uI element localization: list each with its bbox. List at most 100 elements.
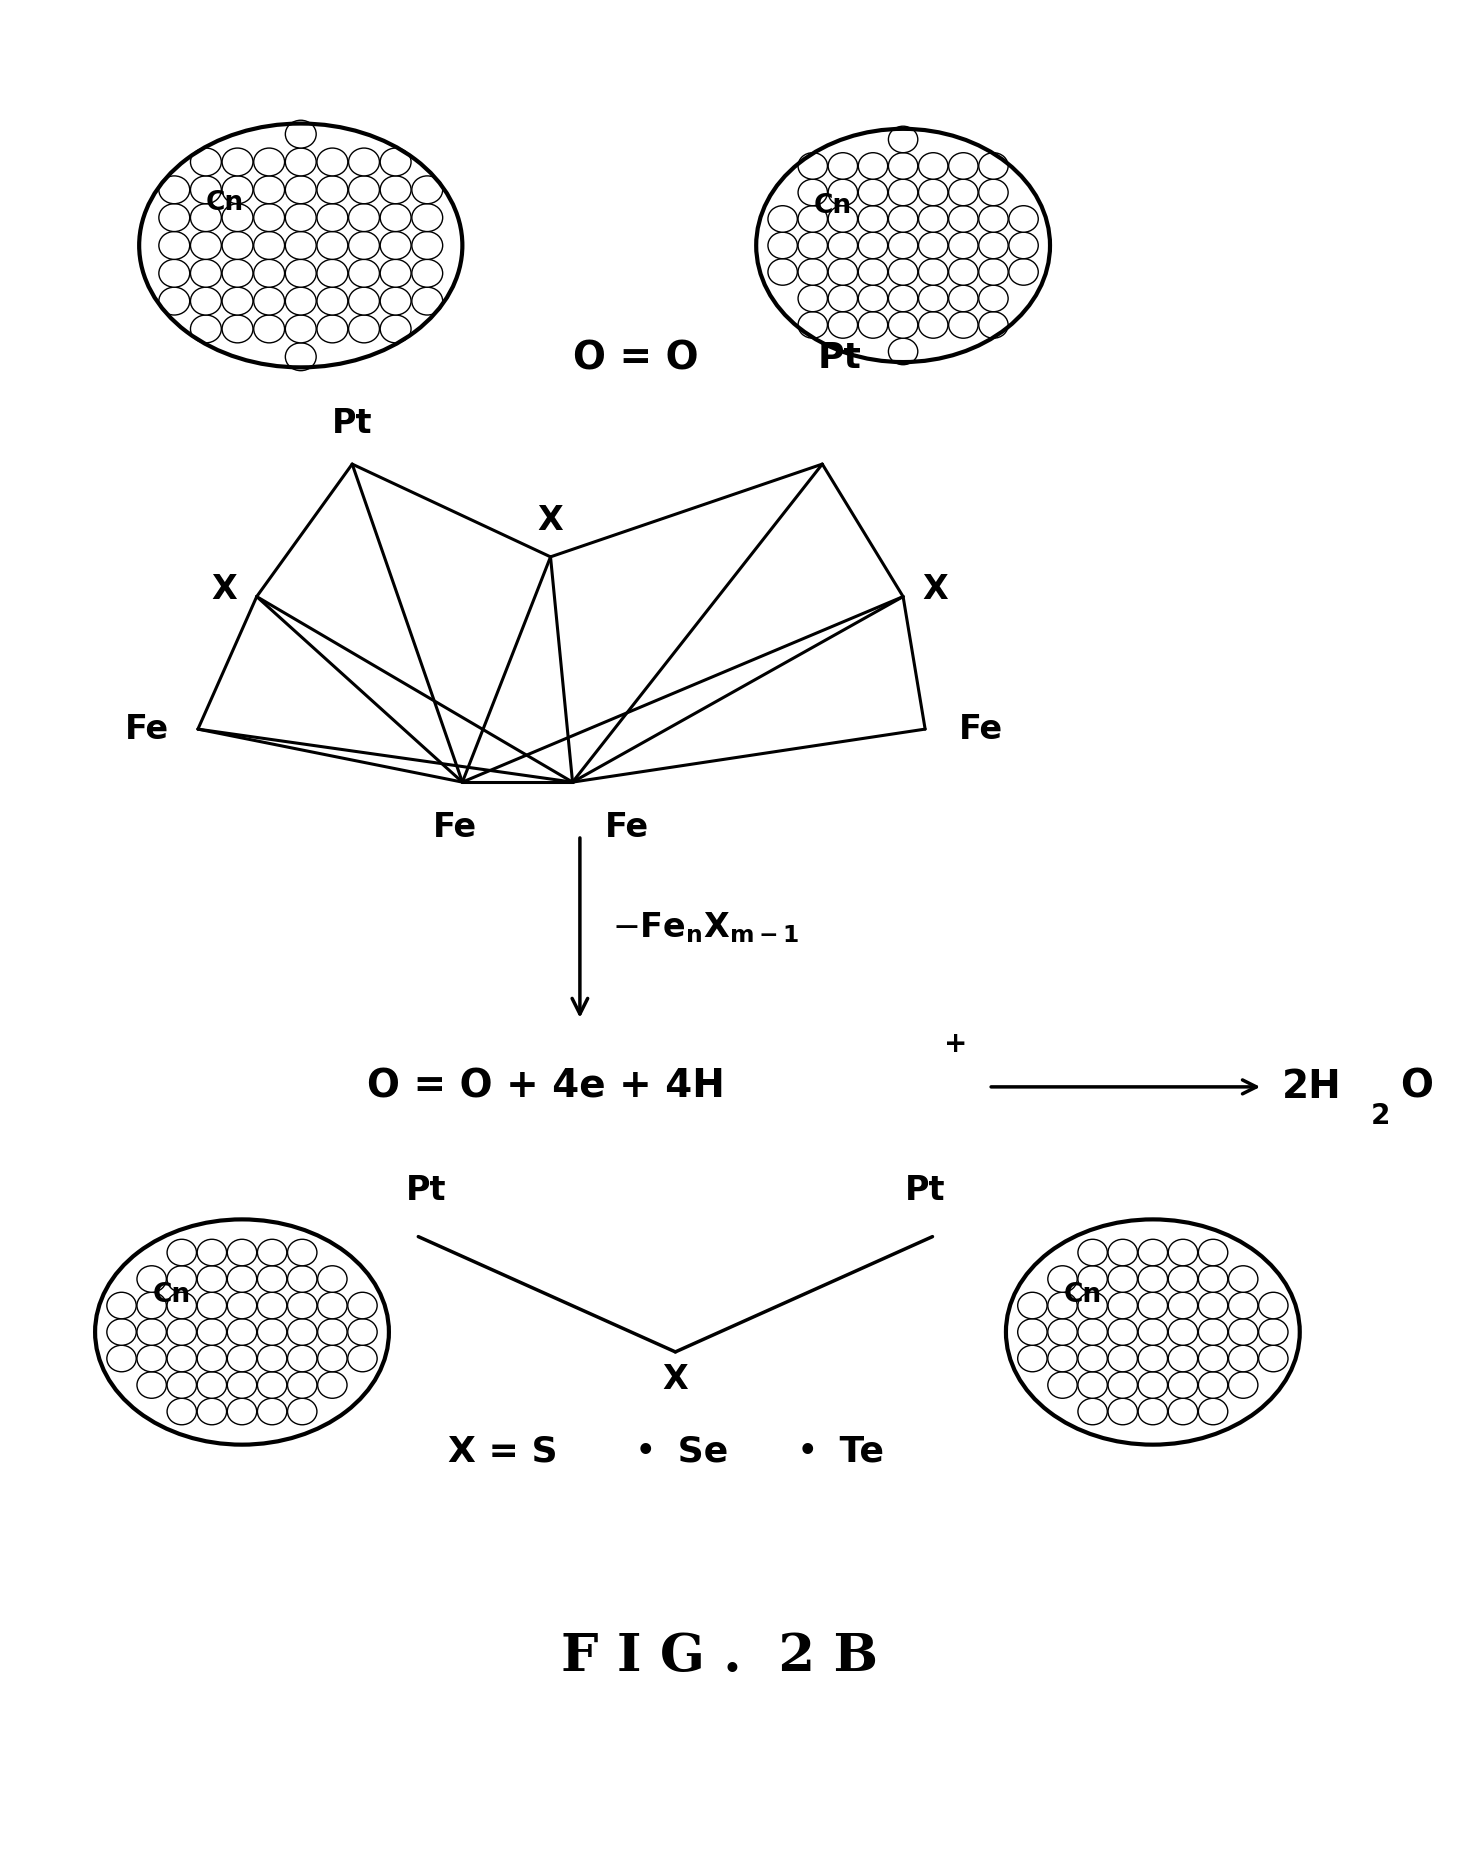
Circle shape xyxy=(168,1291,196,1320)
Circle shape xyxy=(197,1291,227,1320)
Circle shape xyxy=(1008,232,1038,258)
Circle shape xyxy=(190,232,221,260)
Circle shape xyxy=(1017,1291,1047,1320)
Text: 2H: 2H xyxy=(1283,1067,1342,1106)
Circle shape xyxy=(349,232,380,260)
Circle shape xyxy=(949,232,977,258)
Circle shape xyxy=(222,148,254,176)
Circle shape xyxy=(190,148,221,176)
Circle shape xyxy=(979,206,1008,232)
Circle shape xyxy=(1228,1346,1258,1372)
Circle shape xyxy=(258,1291,286,1320)
Circle shape xyxy=(1048,1372,1077,1398)
Circle shape xyxy=(317,260,349,288)
Circle shape xyxy=(136,1320,166,1346)
Text: Fe: Fe xyxy=(125,712,169,746)
Circle shape xyxy=(190,176,221,204)
Circle shape xyxy=(1078,1291,1108,1320)
Circle shape xyxy=(136,1291,166,1320)
Circle shape xyxy=(190,288,221,316)
Circle shape xyxy=(349,1320,377,1346)
Circle shape xyxy=(798,232,828,258)
Circle shape xyxy=(979,312,1008,338)
Circle shape xyxy=(1169,1320,1198,1346)
Circle shape xyxy=(349,288,380,316)
Circle shape xyxy=(1228,1265,1258,1291)
Circle shape xyxy=(918,179,948,206)
Circle shape xyxy=(1078,1265,1108,1291)
Circle shape xyxy=(222,260,254,288)
Circle shape xyxy=(1048,1320,1077,1346)
Circle shape xyxy=(1198,1291,1228,1320)
Circle shape xyxy=(859,153,888,179)
Text: Fe: Fe xyxy=(960,712,1003,746)
Circle shape xyxy=(828,206,857,232)
Circle shape xyxy=(1259,1291,1289,1320)
Circle shape xyxy=(254,232,285,260)
Circle shape xyxy=(412,204,443,232)
Circle shape xyxy=(159,176,190,204)
Circle shape xyxy=(258,1346,286,1372)
Text: Cn: Cn xyxy=(153,1282,190,1308)
Circle shape xyxy=(285,204,316,232)
Text: 2: 2 xyxy=(1370,1103,1390,1131)
Circle shape xyxy=(107,1346,136,1372)
Circle shape xyxy=(1137,1398,1167,1424)
Circle shape xyxy=(768,258,798,286)
Text: X: X xyxy=(663,1363,688,1396)
Text: O: O xyxy=(1400,1067,1433,1106)
Circle shape xyxy=(227,1372,257,1398)
Circle shape xyxy=(979,179,1008,206)
Text: $-\mathbf{Fe}_\mathbf{n}\mathbf{X}_{\mathbf{m-1}}$: $-\mathbf{Fe}_\mathbf{n}\mathbf{X}_{\mat… xyxy=(612,910,799,946)
Circle shape xyxy=(254,148,285,176)
Circle shape xyxy=(222,288,254,316)
Circle shape xyxy=(222,204,254,232)
Text: Pt: Pt xyxy=(405,1174,446,1207)
Circle shape xyxy=(1137,1372,1167,1398)
Circle shape xyxy=(107,1291,136,1320)
Circle shape xyxy=(1137,1291,1167,1320)
Circle shape xyxy=(798,179,828,206)
Circle shape xyxy=(317,1265,347,1291)
Text: X: X xyxy=(922,574,948,606)
Circle shape xyxy=(317,176,349,204)
Circle shape xyxy=(918,232,948,258)
Circle shape xyxy=(888,153,918,179)
Circle shape xyxy=(412,232,443,260)
Circle shape xyxy=(190,316,221,342)
Circle shape xyxy=(1137,1265,1167,1291)
Circle shape xyxy=(190,260,221,288)
Circle shape xyxy=(197,1320,227,1346)
Circle shape xyxy=(254,260,285,288)
Circle shape xyxy=(979,153,1008,179)
Circle shape xyxy=(1169,1265,1198,1291)
Circle shape xyxy=(317,1372,347,1398)
Circle shape xyxy=(1078,1239,1108,1265)
Circle shape xyxy=(828,258,857,286)
Circle shape xyxy=(1048,1265,1077,1291)
Circle shape xyxy=(949,206,977,232)
Text: Se: Se xyxy=(664,1434,728,1469)
Text: Cn: Cn xyxy=(205,191,243,217)
Circle shape xyxy=(285,148,316,176)
Circle shape xyxy=(888,312,918,338)
Circle shape xyxy=(288,1398,317,1424)
Circle shape xyxy=(107,1320,136,1346)
Circle shape xyxy=(197,1398,227,1424)
Circle shape xyxy=(859,179,888,206)
Circle shape xyxy=(888,286,918,312)
Circle shape xyxy=(1137,1320,1167,1346)
Circle shape xyxy=(258,1239,286,1265)
Circle shape xyxy=(349,316,380,342)
Circle shape xyxy=(888,179,918,206)
Circle shape xyxy=(918,153,948,179)
Circle shape xyxy=(136,1372,166,1398)
Circle shape xyxy=(1008,258,1038,286)
Circle shape xyxy=(1259,1346,1289,1372)
Circle shape xyxy=(1078,1398,1108,1424)
Circle shape xyxy=(1108,1265,1137,1291)
Circle shape xyxy=(1198,1346,1228,1372)
Circle shape xyxy=(258,1320,286,1346)
Text: Fe: Fe xyxy=(433,811,478,845)
Circle shape xyxy=(1048,1291,1077,1320)
